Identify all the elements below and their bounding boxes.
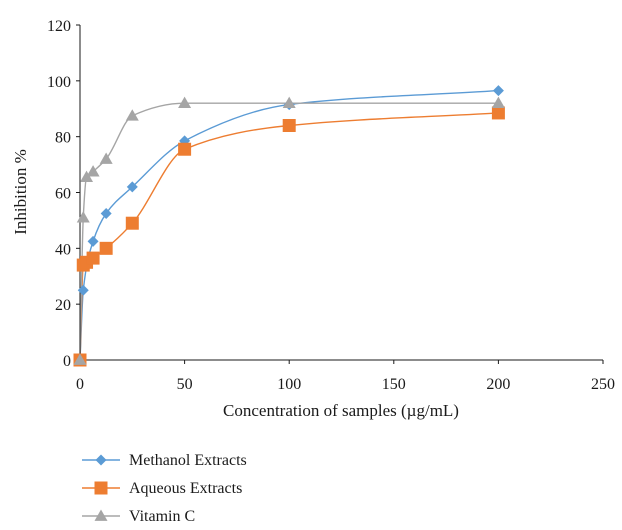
data-point	[100, 207, 112, 219]
legend: Methanol Extracts Aqueous Extracts Vitamin…	[82, 452, 247, 525]
x-tick-label: 50	[177, 376, 193, 393]
legend-label: Vitamin C	[129, 508, 195, 525]
data-point	[76, 211, 90, 223]
data-point	[86, 251, 100, 265]
y-tick-label: 80	[55, 130, 71, 147]
axes	[79, 25, 603, 361]
y-tick-label: 120	[47, 18, 71, 35]
x-tick-label: 200	[486, 376, 510, 393]
legend-label: Aqueous Extracts	[129, 480, 242, 497]
data-point	[125, 216, 139, 230]
x-axis-title: Concentration of samples (µg/mL)	[223, 401, 459, 420]
data-point	[126, 181, 138, 193]
series-line-1	[79, 112, 499, 361]
y-tick-label: 20	[55, 297, 71, 314]
data-point	[491, 96, 505, 109]
y-tick-label: 40	[55, 241, 71, 258]
data-point	[178, 142, 192, 156]
data-point	[80, 170, 94, 183]
tick-labels: 0 50 100 150 200 250 0 20 40 60 80 100 120	[47, 18, 615, 393]
data-point	[99, 152, 113, 164]
data-point	[77, 284, 89, 296]
series-markers	[73, 85, 505, 367]
data-point	[86, 165, 100, 177]
data-point	[282, 96, 296, 109]
data-point	[491, 106, 505, 120]
data-point	[282, 119, 296, 132]
x-tick-label: 250	[591, 376, 615, 393]
data-point	[87, 235, 99, 247]
y-tick-label: 0	[63, 353, 71, 370]
data-point	[178, 96, 192, 109]
legend-marker	[94, 509, 108, 521]
series-line-2	[79, 102, 499, 361]
data-point	[99, 241, 113, 255]
y-tick-label: 60	[55, 186, 71, 203]
y-axis-title: Inhibition %	[11, 149, 30, 234]
data-point	[125, 109, 139, 121]
legend-marker	[94, 481, 108, 495]
x-tick-label: 0	[76, 376, 84, 393]
y-tick-label: 100	[47, 74, 71, 91]
data-point	[73, 353, 87, 365]
x-tick-label: 150	[382, 376, 406, 393]
legend-marker	[95, 454, 107, 466]
data-point	[492, 85, 504, 97]
x-tick-label: 100	[277, 376, 301, 393]
legend-label: Methanol Extracts	[129, 452, 247, 469]
